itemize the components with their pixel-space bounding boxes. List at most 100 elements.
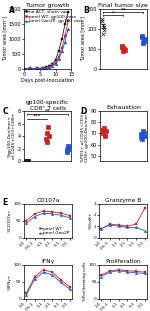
Point (143, 131, 145, 136)
pmel Gon2P (135, 225, 137, 229)
Line: pmel WT, gp100 vacc: pmel WT, gp100 vacc (23, 20, 70, 70)
pmel Gon2P, gp100 vacc (67, 27, 69, 30)
Point (122, 45, 125, 50)
pmel WT (118, 223, 120, 227)
Title: Exhaustion: Exhaustion (106, 105, 141, 110)
Text: **: ** (44, 109, 50, 114)
pmel WT (101, 227, 102, 230)
pmel Gon2P, gp100 vacc (45, 66, 47, 70)
pmel WT, gp100 vacc (55, 61, 56, 65)
Y-axis label: %CD107a+: %CD107a+ (8, 209, 12, 232)
pmel WT, gp100 vacc (42, 66, 44, 70)
pmel Gon2P (51, 212, 53, 216)
Title: CD107a: CD107a (36, 198, 60, 203)
pmel Gon2P (144, 229, 146, 233)
Point (142, 36, 145, 41)
Point (140, 132, 142, 137)
pmel Gon2P (109, 223, 111, 227)
Title: Granzyme B: Granzyme B (105, 198, 141, 203)
pmel Gon2P, gp100 vacc (55, 62, 56, 66)
Point (47, 134, 50, 139)
Point (103, 125, 105, 130)
no ACT, sham vacc (29, 67, 31, 70)
pmel WT (34, 275, 36, 278)
pmel Gon2P (127, 270, 128, 274)
pmel WT, gp100 vacc (51, 63, 53, 67)
pmel Gon2P (60, 213, 62, 217)
Y-axis label: %GrzB+: %GrzB+ (88, 212, 93, 229)
pmel Gon2P, gp100 vacc (61, 49, 63, 53)
Text: E: E (3, 197, 8, 207)
pmel WT (43, 268, 44, 272)
Point (67, 146, 69, 151)
Point (144, 133, 146, 138)
no ACT, sham vacc (61, 37, 63, 41)
Point (45, 137, 47, 142)
pmel Gon2P (127, 225, 128, 229)
pmel WT (25, 219, 27, 222)
Point (26, 158, 28, 163)
pmel Gon2P, gp100 vacc (51, 64, 53, 68)
Point (67, 143, 70, 148)
pmel WT, gp100 vacc (45, 66, 47, 70)
Point (141, 35, 144, 39)
Title: IFNγ: IFNγ (41, 259, 54, 264)
Point (27, 158, 29, 163)
pmel WT (69, 214, 70, 217)
pmel Gon2P (69, 216, 70, 220)
Line: pmel Gon2P: pmel Gon2P (100, 224, 146, 232)
pmel WT, gp100 vacc (58, 55, 60, 59)
pmel Gon2P (51, 273, 53, 277)
pmel Gon2P, gp100 vacc (64, 40, 66, 44)
pmel WT (60, 211, 62, 215)
no ACT, sham vacc (58, 49, 60, 53)
no ACT, sham vacc (45, 66, 47, 69)
pmel Gon2P (69, 287, 70, 291)
pmel Gon2P (101, 275, 102, 278)
pmel WT, gp100 vacc (36, 67, 38, 70)
pmel Gon2P, gp100 vacc (42, 67, 44, 70)
Point (141, 34, 144, 39)
Text: **: ** (120, 7, 126, 12)
pmel WT (60, 278, 62, 282)
Text: D: D (80, 107, 86, 116)
Line: pmel WT: pmel WT (25, 210, 71, 222)
Point (142, 40, 144, 45)
pmel WT, gp100 vacc (23, 67, 25, 71)
Point (102, 131, 104, 136)
pmel WT (51, 270, 53, 274)
Line: pmel WT: pmel WT (100, 269, 146, 276)
pmel Gon2P (25, 293, 27, 297)
pmel Gon2P (118, 224, 120, 228)
Point (101, 128, 103, 132)
Text: C: C (3, 107, 8, 116)
Point (123, 46, 125, 51)
Y-axis label: %IFNγ+: %IFNγ+ (8, 273, 12, 290)
pmel WT (109, 269, 111, 273)
pmel WT, gp100 vacc (61, 46, 63, 50)
pmel Gon2P (34, 277, 36, 281)
pmel WT (51, 210, 53, 214)
Point (103, 133, 106, 138)
Text: A: A (9, 6, 15, 15)
no ACT, sham vacc (42, 66, 44, 70)
no ACT, sham vacc (48, 64, 50, 68)
Y-axis label: %PD1+ of CD45+CD3+
CD8+ gp100-Dex/mer+: %PD1+ of CD45+CD3+ CD8+ gp100-Dex/mer+ (81, 110, 89, 162)
pmel WT (127, 269, 128, 273)
pmel Gon2P (60, 281, 62, 284)
pmel Gon2P, gp100 vacc (36, 67, 38, 70)
pmel Gon2P (43, 211, 44, 215)
Line: pmel Gon2P: pmel Gon2P (100, 270, 146, 278)
Title: Final tumor size: Final tumor size (98, 3, 148, 8)
Legend: pmel WT, pmel Gon2P: pmel WT, pmel Gon2P (39, 227, 69, 235)
Point (122, 49, 124, 53)
Point (65, 149, 68, 154)
pmel Gon2P, gp100 vacc (29, 67, 31, 70)
no ACT, sham vacc (23, 67, 25, 71)
Point (102, 23, 104, 28)
Point (121, 44, 123, 49)
pmel WT (34, 212, 36, 216)
pmel WT (25, 292, 27, 295)
Point (141, 137, 143, 142)
pmel Gon2P (101, 227, 102, 230)
